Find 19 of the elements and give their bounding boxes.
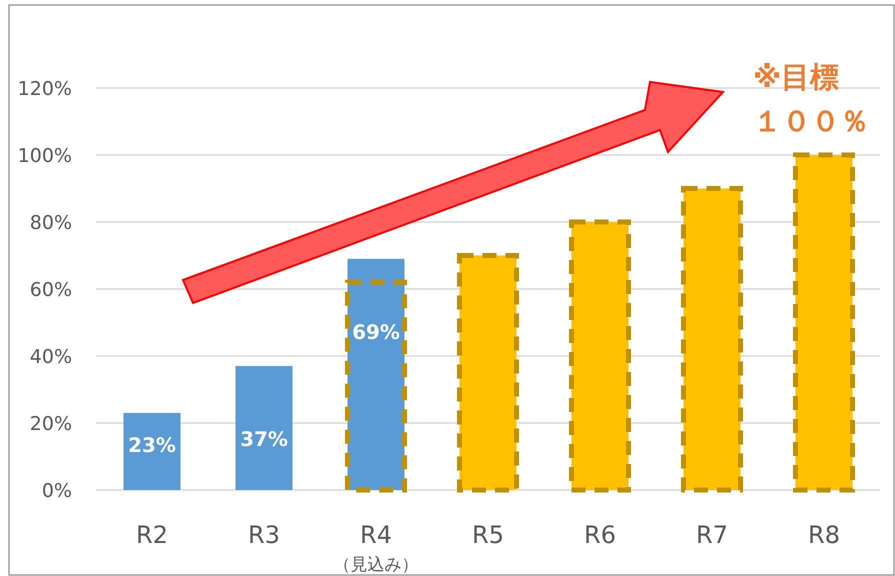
y-tick-label: 20% [30,413,72,435]
x-tick-label: R6 [584,521,616,549]
y-tick-label: 100% [18,145,72,167]
annotation: ※目標 [753,60,840,94]
x-tick-label: R2 [136,521,168,549]
data-label: 23% [128,433,176,457]
y-tick-label: 80% [30,212,72,234]
data-label: 37% [240,427,288,452]
x-tick-label: R7 [696,521,728,549]
x-tick-label: R4 （見込み） [334,521,418,575]
data-label: 69% [352,320,400,344]
y-tick-label: 0% [42,480,72,502]
annotation: １００％ [753,104,869,138]
y-tick-label: 60% [30,279,72,301]
y-tick-label: 120% [18,78,72,100]
x-tick-label: R3 [248,521,280,549]
y-tick-label: 40% [30,346,72,368]
x-tick-label: R8 [808,521,840,549]
x-tick-label: R5 [472,521,504,549]
